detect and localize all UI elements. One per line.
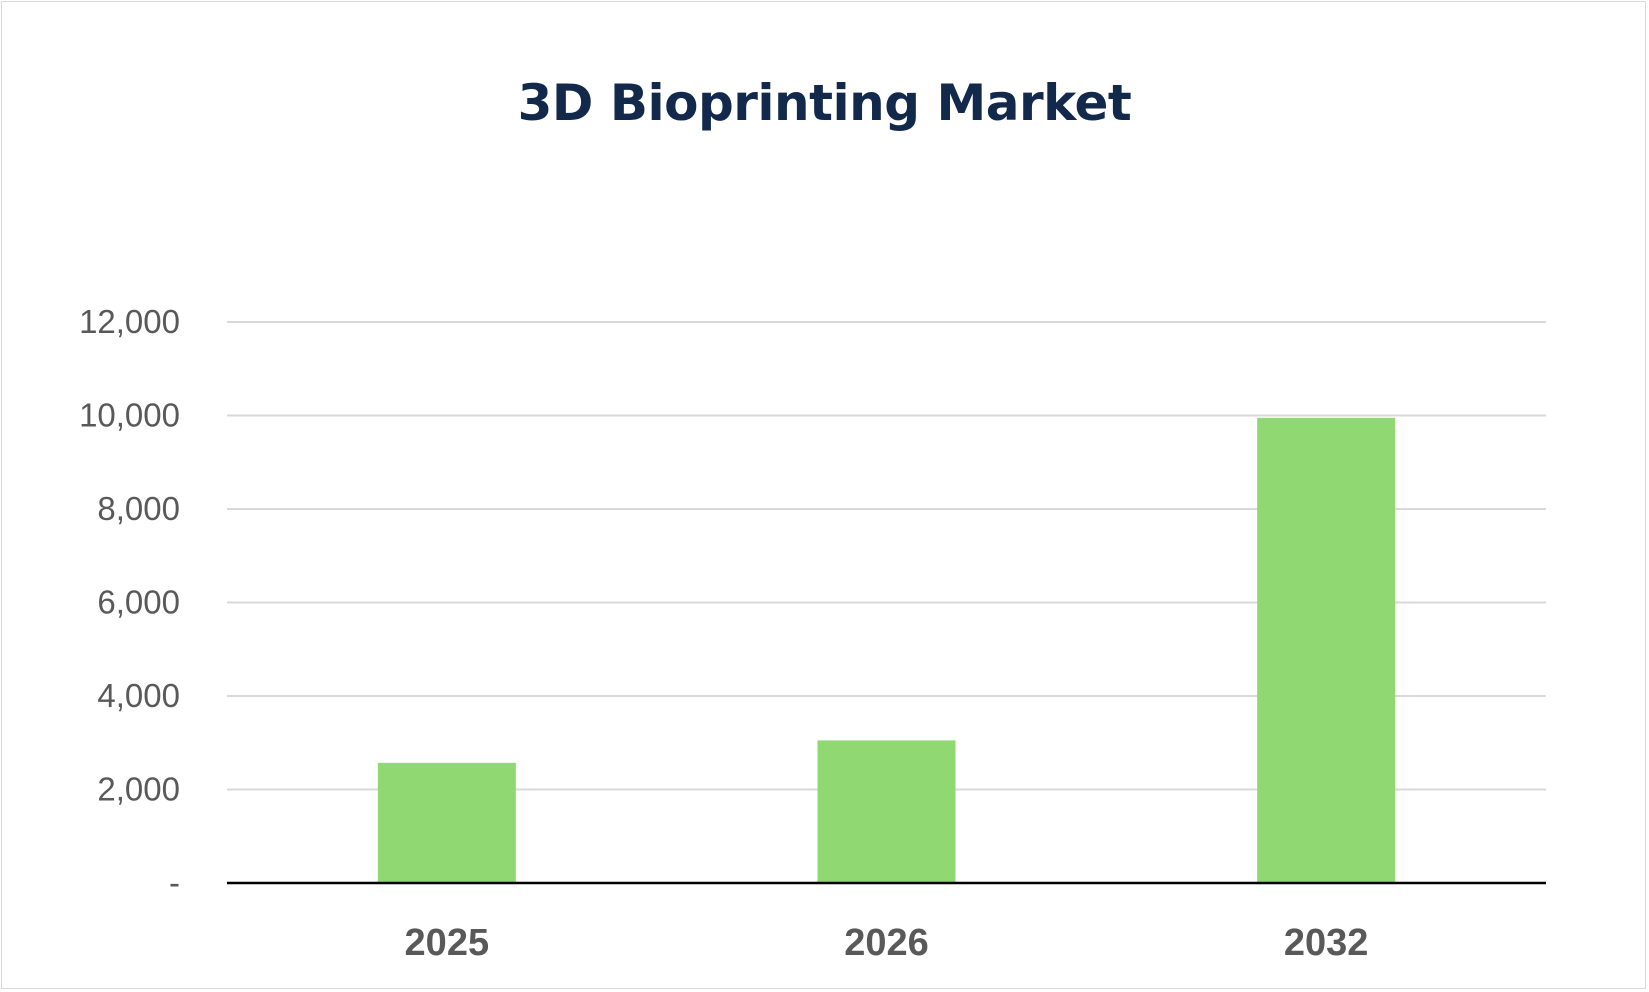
y-tick-label: - <box>169 864 180 901</box>
x-tick-label: 2032 <box>1284 922 1369 964</box>
x-axis-ticks: 2025 2026 2032 <box>405 922 1369 964</box>
y-tick-label: 4,000 <box>97 677 180 714</box>
y-tick-label: 12,000 <box>79 303 180 340</box>
bar-2026 <box>817 740 956 883</box>
bar-2032 <box>1257 417 1396 883</box>
bar-2025 <box>377 762 516 883</box>
y-tick-label: 8,000 <box>97 490 180 527</box>
x-tick-label: 2025 <box>405 922 490 964</box>
x-tick-label: 2026 <box>844 922 929 964</box>
y-tick-label: 2,000 <box>97 771 180 808</box>
chart-title: 3D Bioprinting Market <box>517 74 1132 132</box>
bars <box>377 417 1396 883</box>
y-tick-label: 6,000 <box>97 584 180 621</box>
y-tick-label: 10,000 <box>79 397 180 434</box>
y-axis-ticks: - 2,000 4,000 6,000 8,000 10,000 12,000 <box>79 303 180 901</box>
